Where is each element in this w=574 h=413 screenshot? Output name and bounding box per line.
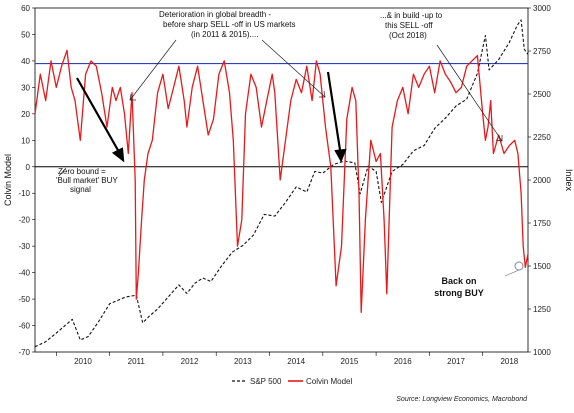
annotation-buildup-line1: ...& in build -up to xyxy=(380,11,443,20)
annotation-buildup-line2: this SELL -off xyxy=(385,21,433,30)
left-tick-label: -70 xyxy=(18,348,30,357)
bold-arrowhead-2015 xyxy=(334,148,347,163)
arrow-to-2015-dip xyxy=(261,39,326,98)
right-tick-label: 2500 xyxy=(533,90,551,99)
arrow-zero-bound xyxy=(58,167,67,177)
x-tick-label: 2011 xyxy=(128,357,146,366)
arrowhead-2011 xyxy=(129,93,136,101)
left-axis-ticks: 60 50 40 30 20 10 0 -10 -20 -30 -40 -50 -60 -70 xyxy=(18,4,35,357)
x-axis-ticks: 2010 2011 2012 2013 2014 2015 2016 2017 2018 xyxy=(56,352,519,366)
x-tick-label: 2016 xyxy=(394,357,412,366)
annotation-breadth-line1: Deterioration in global breadth - xyxy=(159,10,271,19)
x-tick-label: 2013 xyxy=(234,357,252,366)
buy-signal-connector xyxy=(504,269,520,277)
left-axis-title: Colvin Model xyxy=(3,154,13,206)
right-tick-label: 3000 xyxy=(533,4,551,13)
x-tick-label: 2010 xyxy=(74,357,92,366)
x-tick-label: 2017 xyxy=(447,357,465,366)
right-tick-label: 1750 xyxy=(533,219,551,228)
left-tick-label: 40 xyxy=(21,57,30,66)
x-tick-label: 2012 xyxy=(181,357,199,366)
annotation-breadth-line3: (in 2011 & 2015).... xyxy=(191,30,258,39)
series-line-colvin-model xyxy=(34,49,529,313)
left-tick-label: 0 xyxy=(26,163,31,172)
annotation-buy-line2: strong BUY xyxy=(434,288,484,298)
arrow-to-2011-dip xyxy=(129,39,177,101)
right-tick-label: 1500 xyxy=(533,262,551,271)
annotation-buildup-line3: (Oct 2018) xyxy=(389,31,427,40)
bold-arrow-2015 xyxy=(326,71,342,151)
buy-signal-marker xyxy=(514,261,524,271)
bold-arrows xyxy=(76,71,347,163)
legend: S&P 500 Colvin Model xyxy=(232,377,352,386)
left-tick-label: 30 xyxy=(21,83,30,92)
arrow-to-2018-dip xyxy=(436,44,503,142)
right-tick-label: 2750 xyxy=(533,47,551,56)
legend-label-sp500: S&P 500 xyxy=(250,377,282,386)
right-tick-label: 1250 xyxy=(533,305,551,314)
series-layer xyxy=(34,19,529,348)
right-axis-title: Index xyxy=(564,169,574,192)
left-tick-label: -50 xyxy=(18,295,30,304)
source-note: Source: Longview Economics, Macrobond xyxy=(396,396,528,403)
bold-arrow-2011 xyxy=(76,77,120,153)
left-tick-label: -60 xyxy=(18,322,30,331)
x-tick-label: 2015 xyxy=(341,357,359,366)
left-tick-label: 10 xyxy=(21,136,30,145)
series-line-s-p-500 xyxy=(34,19,529,348)
annotation-buy-line1: Back on xyxy=(441,276,476,286)
x-tick-label: 2018 xyxy=(500,357,518,366)
right-axis-ticks: 3000 2750 2500 2250 2000 1750 1500 1250 1000 xyxy=(528,4,551,357)
left-tick-label: -40 xyxy=(18,269,30,278)
arrowhead-2018 xyxy=(495,135,503,142)
legend-label-colvin: Colvin Model xyxy=(306,377,352,386)
left-tick-label: 20 xyxy=(21,110,30,119)
right-tick-label: 2250 xyxy=(533,133,551,142)
annotation-arrows xyxy=(58,39,503,177)
x-tick-label: 2014 xyxy=(287,357,305,366)
bold-arrowhead-2011 xyxy=(111,147,125,163)
left-tick-label: -10 xyxy=(18,189,30,198)
arrowhead-2015 xyxy=(319,90,326,98)
annotation-zero-bound-line2: 'Bull market' BUY xyxy=(56,176,118,185)
left-tick-label: -20 xyxy=(18,216,30,225)
right-tick-label: 2000 xyxy=(533,176,551,185)
annotation-zero-bound-line1: Zero bound = xyxy=(58,167,106,176)
annotation-breadth-line2: before sharp SELL -off in US markets xyxy=(163,20,296,29)
left-tick-label: 60 xyxy=(21,4,30,13)
right-tick-label: 1000 xyxy=(533,348,551,357)
annotation-zero-bound-line3: signal xyxy=(70,185,91,194)
left-tick-label: -30 xyxy=(18,242,30,251)
left-tick-label: 50 xyxy=(21,30,30,39)
